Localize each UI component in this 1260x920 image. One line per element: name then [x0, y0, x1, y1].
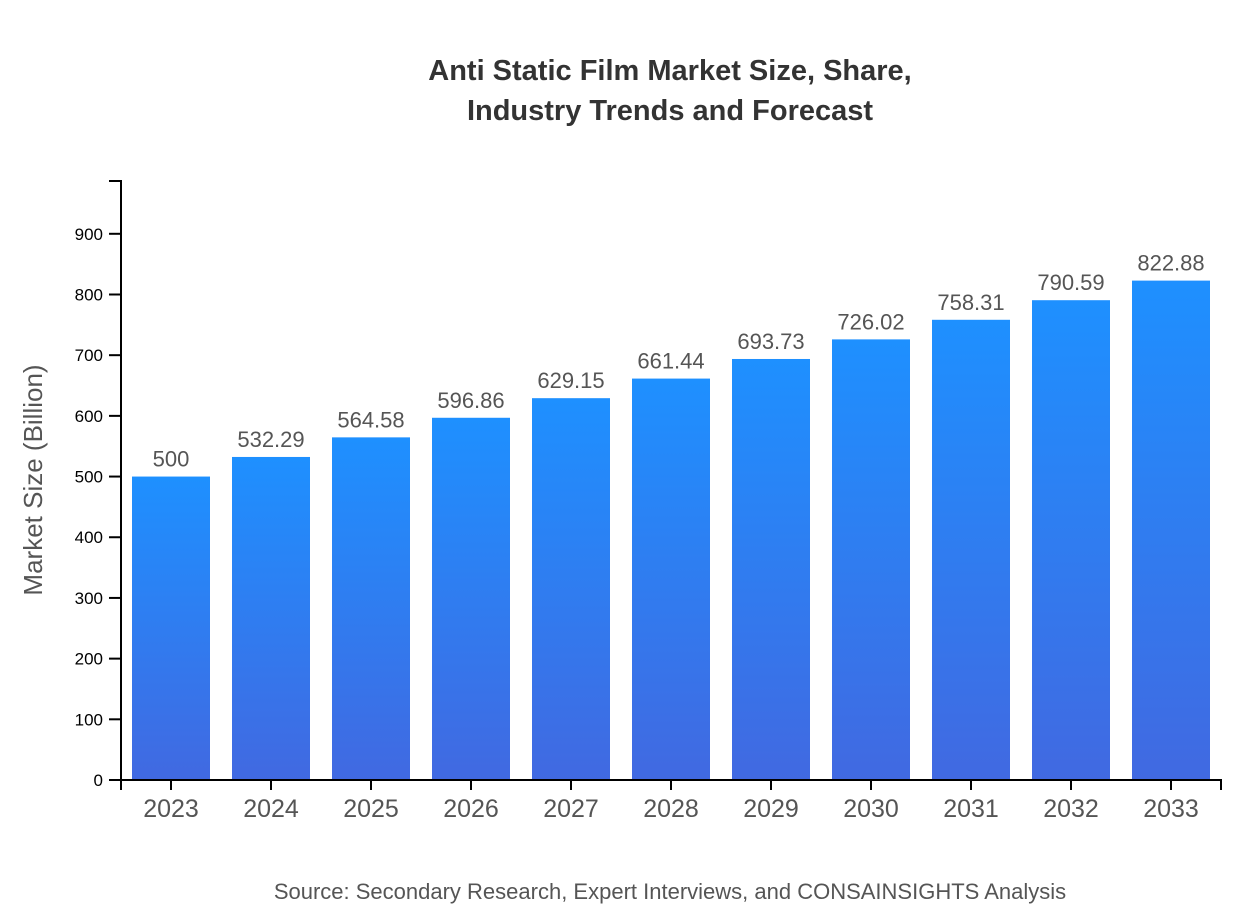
x-tick-label-2033: 2033	[1143, 795, 1199, 823]
y-tick-label-300: 300	[75, 589, 103, 608]
bar-2029	[732, 358, 810, 780]
x-tick-label-2027: 2027	[543, 795, 599, 823]
x-tick-label-2023: 2023	[143, 795, 199, 823]
chart-title-line-1: Anti Static Film Market Size, Share,	[428, 55, 911, 87]
x-axis: 2023 2024 2025 2026 2027 2028 2029 2030 2031 2032…	[120, 779, 1222, 823]
y-tick-label-600: 600	[75, 407, 103, 426]
x-tick-label-2026: 2026	[443, 795, 499, 823]
data-label-2023: 500	[153, 447, 190, 472]
data-label-2028: 661.44	[637, 349, 704, 374]
y-tick-label-500: 500	[75, 468, 103, 487]
x-tick-label-2030: 2030	[843, 795, 899, 823]
bar-2028	[632, 378, 710, 780]
y-tick-label-700: 700	[75, 346, 103, 365]
x-tick-label-2028: 2028	[643, 795, 699, 823]
data-label-2030: 726.02	[837, 309, 904, 334]
x-tick-label-2024: 2024	[243, 795, 299, 823]
y-axis-line	[109, 180, 122, 781]
data-label-2027: 629.15	[537, 368, 604, 393]
x-tick-label-2025: 2025	[343, 795, 399, 823]
y-tick-label-800: 800	[75, 285, 103, 304]
bar-2031	[932, 319, 1010, 780]
y-axis-label: Market Size (Billion)	[18, 364, 48, 595]
data-label-2025: 564.58	[337, 407, 404, 432]
bar-2032	[1032, 300, 1110, 780]
bar-2024	[232, 456, 310, 780]
source-note: Source: Secondary Research, Expert Inter…	[274, 879, 1066, 904]
bar-2027	[532, 398, 610, 780]
y-axis: 0 100 200 300 400 500 600 700 800 900	[75, 180, 122, 790]
bar-2030	[832, 339, 910, 780]
chart-title-line-2: Industry Trends and Forecast	[467, 95, 873, 127]
data-label-2032: 790.59	[1037, 270, 1104, 295]
y-tick-label-900: 900	[75, 225, 103, 244]
bar-2026	[432, 417, 510, 780]
y-tick-label-100: 100	[75, 710, 103, 729]
x-axis-line	[120, 779, 1222, 790]
data-label-2029: 693.73	[737, 329, 804, 354]
bar-2033	[1132, 280, 1210, 780]
y-tick-label-200: 200	[75, 650, 103, 669]
data-label-2026: 596.86	[437, 388, 504, 413]
bar-2023	[132, 476, 210, 780]
data-label-2033: 822.88	[1137, 251, 1204, 276]
x-tick-label-2029: 2029	[743, 795, 799, 823]
data-label-2031: 758.31	[937, 290, 1004, 315]
x-tick-label-2031: 2031	[943, 795, 999, 823]
y-tick-label-400: 400	[75, 528, 103, 547]
data-label-2024: 532.29	[237, 427, 304, 452]
x-tick-label-2032: 2032	[1043, 795, 1099, 823]
bar-2025	[332, 437, 410, 780]
y-tick-label-0: 0	[94, 771, 103, 790]
